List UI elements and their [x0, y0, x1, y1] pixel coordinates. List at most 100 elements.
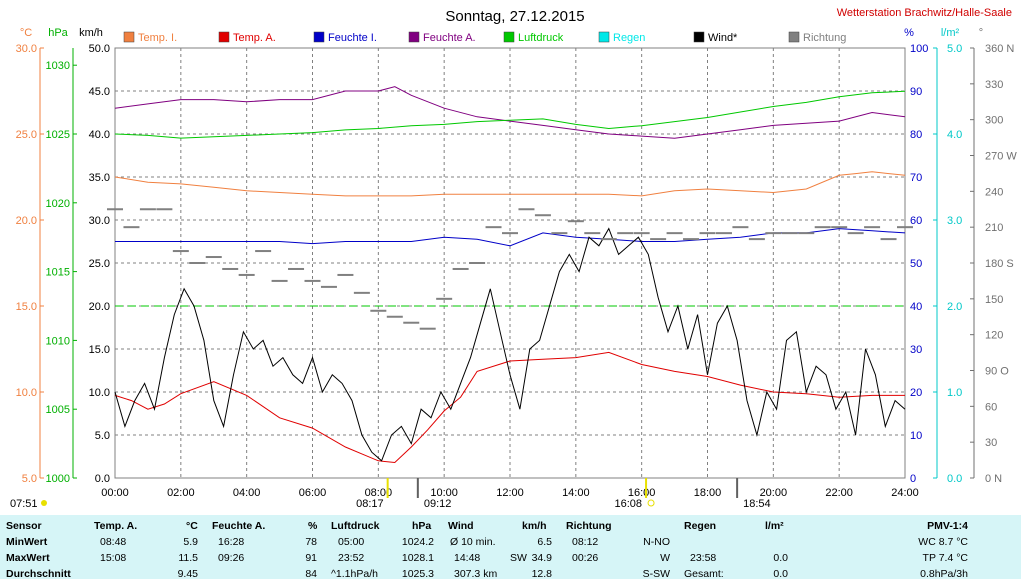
humidity-tick-label: 50 [910, 258, 922, 270]
direction-point [452, 267, 469, 270]
direction-tick-label: 30 [985, 437, 997, 449]
direction-tick-label: 60 [985, 401, 997, 413]
row-label-sensor: Sensor [6, 520, 42, 532]
direction-point [222, 267, 239, 270]
rain-max-time: 23:58 [690, 552, 717, 564]
direction-tick-label: 0 N [985, 473, 1002, 485]
humidity-max-time: 09:26 [218, 552, 245, 564]
temp-tick-label: 20.0 [16, 215, 37, 227]
series-line-wind [114, 227, 906, 462]
wind-unit-label: km/h [522, 520, 547, 532]
direction-title: Richtung [566, 520, 612, 532]
direction-point [650, 238, 667, 241]
chart-axes: 00:00 02:00 04:00 06:00 08:00 10:00 12:00 14:00… [16, 43, 1018, 499]
direction-point [320, 285, 337, 288]
humidity-min: 78 [305, 536, 317, 548]
direction-min-time: 08:12 [572, 536, 599, 548]
rain-unit-label: l/m² [765, 520, 784, 532]
legend-swatch [598, 31, 610, 43]
temp-max-time: 15:08 [100, 552, 127, 564]
direction-tick-label: 120 [985, 330, 1003, 342]
direction-tick-label: 270 W [985, 151, 1017, 163]
temp-tick-label: 5.0 [22, 473, 37, 485]
direction-point [386, 315, 403, 318]
x-tick-label: 22:00 [825, 487, 853, 499]
event-time: 08:17 [356, 498, 384, 510]
pressure-tick-label: 1025 [46, 129, 70, 141]
humidity-tick-label: 80 [910, 129, 922, 141]
direction-point [518, 208, 535, 211]
direction-point [469, 262, 486, 264]
plot-frame [114, 47, 906, 479]
direction-point [814, 226, 831, 229]
direction-tick-label: 330 [985, 79, 1003, 91]
pressure-tick-label: 1030 [46, 60, 70, 72]
legend-swatch [503, 31, 515, 43]
pressure-tick-label: 1020 [46, 198, 70, 210]
wind-tick-label: 45.0 [89, 86, 110, 98]
direction-point [732, 226, 749, 229]
series-line-temp-i [114, 171, 906, 197]
pressure-tick-label: 1010 [46, 335, 70, 347]
legend-swatch [313, 31, 325, 43]
direction-point [107, 208, 123, 211]
direction-tick-label: 210 [985, 222, 1003, 234]
event-time: 09:12 [424, 498, 452, 510]
speed-unit: km/h [79, 27, 103, 39]
pressure-min: 1024.2 [401, 536, 434, 548]
humidity-tick-label: 90 [910, 86, 922, 98]
legend-swatch [693, 31, 705, 43]
x-tick-label: 08:00 [365, 487, 393, 499]
pressure-tick-label: 1000 [46, 473, 70, 485]
statistics-panel: Sensor MinWert MaxWert Durchschnitt Temp… [0, 515, 1021, 580]
direction-point [831, 226, 848, 229]
direction-point [551, 232, 568, 235]
wind-tick-label: 30.0 [89, 215, 110, 227]
chart-grid [114, 47, 906, 479]
wind-tick-label: 50.0 [89, 43, 110, 55]
direction-point [419, 327, 436, 330]
sunrise-time: 07:51 [10, 498, 38, 510]
x-tick-label: 10:00 [430, 487, 458, 499]
direction-point [798, 232, 815, 235]
direction-point [534, 214, 551, 217]
direction-point [485, 226, 502, 229]
row-label-max: MaxWert [6, 552, 50, 564]
rain-total: 0.0 [773, 568, 788, 580]
direction-point [205, 256, 222, 259]
direction-tick-label: 150 [985, 294, 1003, 306]
direction-point [271, 279, 288, 282]
direction-point [880, 238, 897, 241]
wind-title: Wind [448, 520, 474, 532]
wind-max-dir: SW [510, 552, 527, 564]
pmv-rate: 0.8hPa/3h [920, 568, 968, 580]
rain-tick-label: 2.0 [947, 301, 962, 313]
x-tick-label: 24:00 [891, 487, 919, 499]
legend-label: Luftdruck [518, 32, 564, 44]
x-tick-label: 12:00 [496, 487, 524, 499]
direction-point [139, 208, 156, 211]
wind-tick-label: 35.0 [89, 172, 110, 184]
row-label-min: MinWert [6, 536, 48, 548]
pressure-trend: ^1.1hPa/h [331, 568, 378, 580]
series-line-feuchte-a [114, 86, 906, 139]
legend-label: Feuchte I. [328, 32, 377, 44]
pmv-tp: TP 7.4 °C [922, 552, 968, 564]
x-tick-label: 04:00 [233, 487, 261, 499]
wind-avg10-value: 6.5 [537, 536, 552, 548]
humidity-tick-label: 60 [910, 215, 922, 227]
temp-title: Temp. A. [94, 520, 138, 532]
wind-tick-label: 40.0 [89, 129, 110, 141]
direction-point [699, 232, 716, 235]
humidity-unit: % [904, 27, 914, 39]
direction-point [238, 273, 255, 276]
legend-swatch [123, 31, 135, 43]
temp-unit-label: °C [186, 520, 198, 532]
direction-point [847, 232, 864, 235]
sunrise-icon [41, 500, 47, 506]
wind-tick-label: 25.0 [89, 258, 110, 270]
legend-label: Wind* [708, 32, 738, 44]
humidity-tick-label: 20 [910, 387, 922, 399]
direction-point [337, 273, 354, 276]
x-tick-label: 14:00 [562, 487, 590, 499]
